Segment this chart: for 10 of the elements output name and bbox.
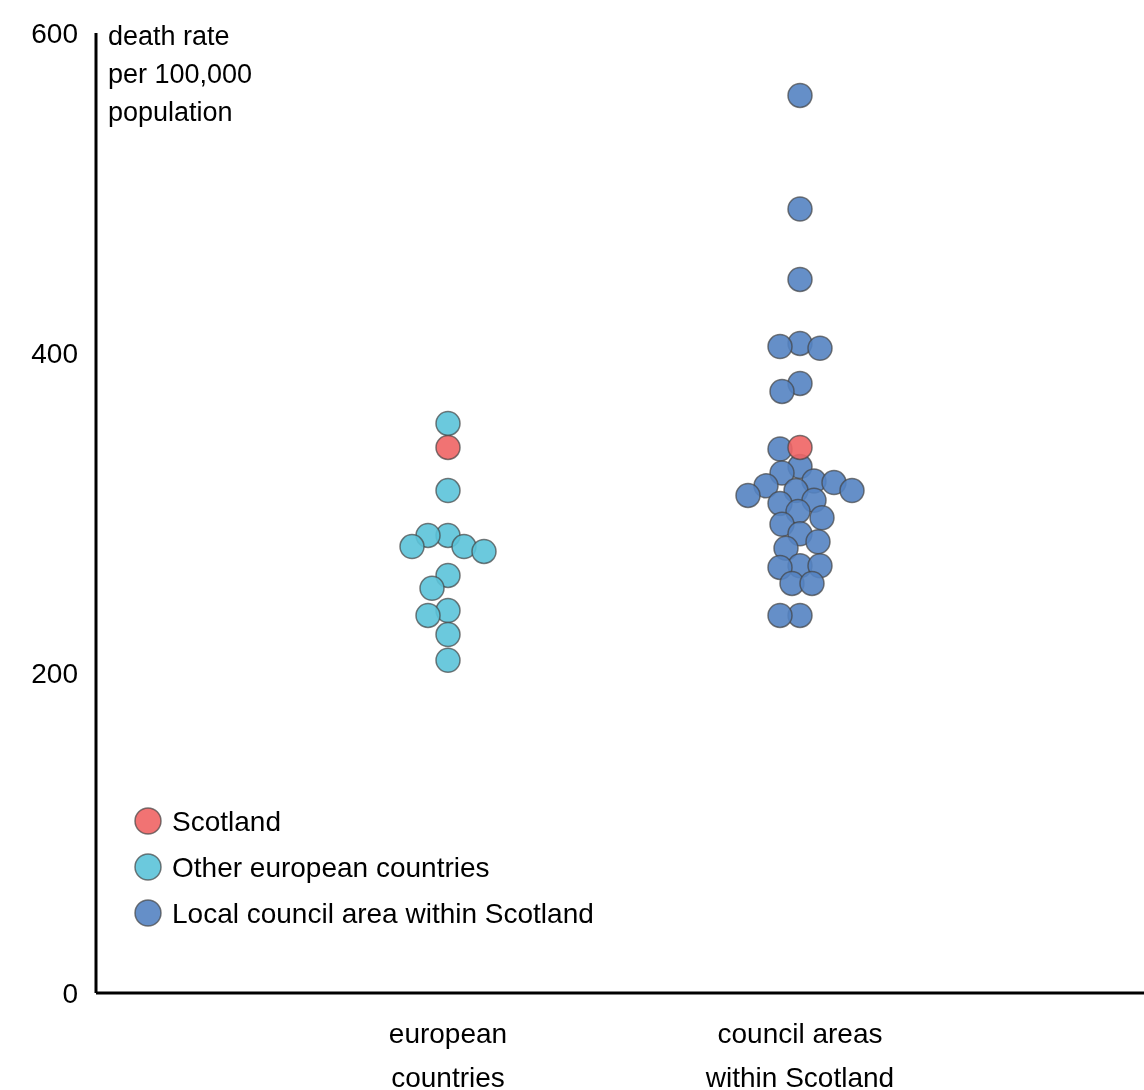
legend-label: Local council area within Scotland [172,897,594,929]
y-tick-label: 600 [31,17,78,49]
y-axis-title: death rate per 100,000 population [108,21,253,127]
y-tick-label: 400 [31,337,78,369]
y-tick-label: 0 [62,977,78,1009]
y-tick-label: 200 [31,657,78,689]
legend-label: Scotland [172,805,281,837]
legend-label: Other european countries [172,851,490,883]
x-tick-label: european countries [388,1018,508,1090]
x-tick-label: council areas within Scotland [704,1018,895,1090]
